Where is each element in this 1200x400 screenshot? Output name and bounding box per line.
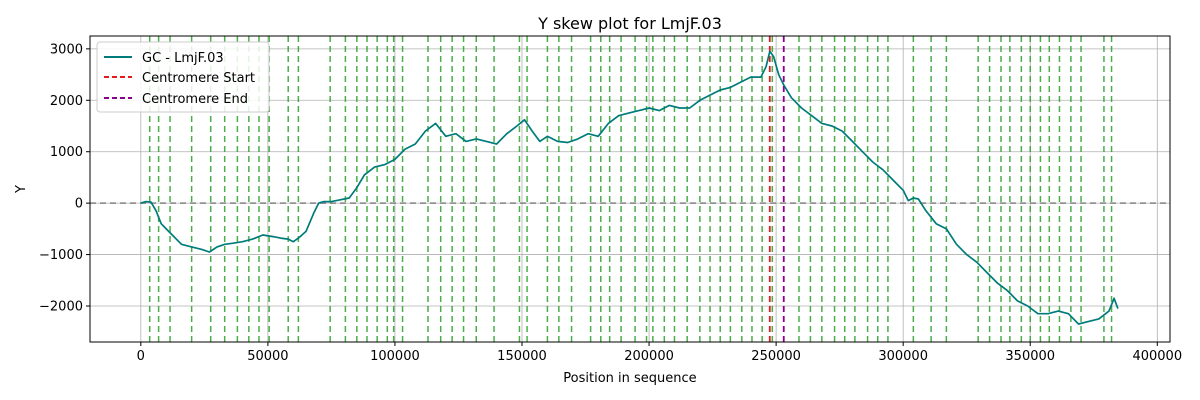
centromere-lines — [768, 36, 785, 342]
series-lines — [140, 50, 1119, 325]
x-tick-label: 100000 — [370, 349, 420, 364]
legend: GC - LmjF.03 Centromere Start Centromere… — [96, 41, 270, 113]
chart-title: Y skew plot for LmjF.03 — [537, 14, 722, 33]
y-axis-ticks: −2000 −1000 0 1000 2000 3000 — [39, 42, 90, 315]
y-tick-label: −2000 — [39, 300, 83, 315]
y-tick-label: 3000 — [50, 42, 83, 57]
x-axis-ticks: 0 50000 100000 150000 200000 250000 300000 3500… — [137, 342, 1182, 364]
y-tick-label: −1000 — [39, 248, 83, 263]
y-tick-label: 1000 — [50, 145, 83, 160]
legend-label-series: GC - LmjF.03 — [142, 51, 224, 66]
x-tick-label: 400000 — [1132, 349, 1182, 364]
x-tick-label: 150000 — [497, 349, 547, 364]
plot-frame — [89, 35, 1171, 343]
y-axis-label: Y — [14, 185, 29, 194]
y-tick-label: 0 — [75, 197, 83, 212]
x-tick-label: 350000 — [1005, 349, 1055, 364]
segment-lines — [148, 36, 1113, 342]
x-tick-label: 0 — [137, 349, 145, 364]
x-tick-label: 200000 — [624, 349, 674, 364]
x-tick-label: 50000 — [247, 349, 288, 364]
y-tick-label: 2000 — [50, 94, 83, 109]
legend-label-centromere-end: Centromere End — [142, 92, 248, 107]
legend-label-centromere-start: Centromere Start — [142, 71, 255, 86]
legend-frame — [96, 41, 270, 113]
x-axis-label: Position in sequence — [563, 371, 696, 386]
x-tick-label: 250000 — [751, 349, 801, 364]
x-tick-label: 300000 — [878, 349, 928, 364]
series-line-gc — [140, 50, 1119, 325]
